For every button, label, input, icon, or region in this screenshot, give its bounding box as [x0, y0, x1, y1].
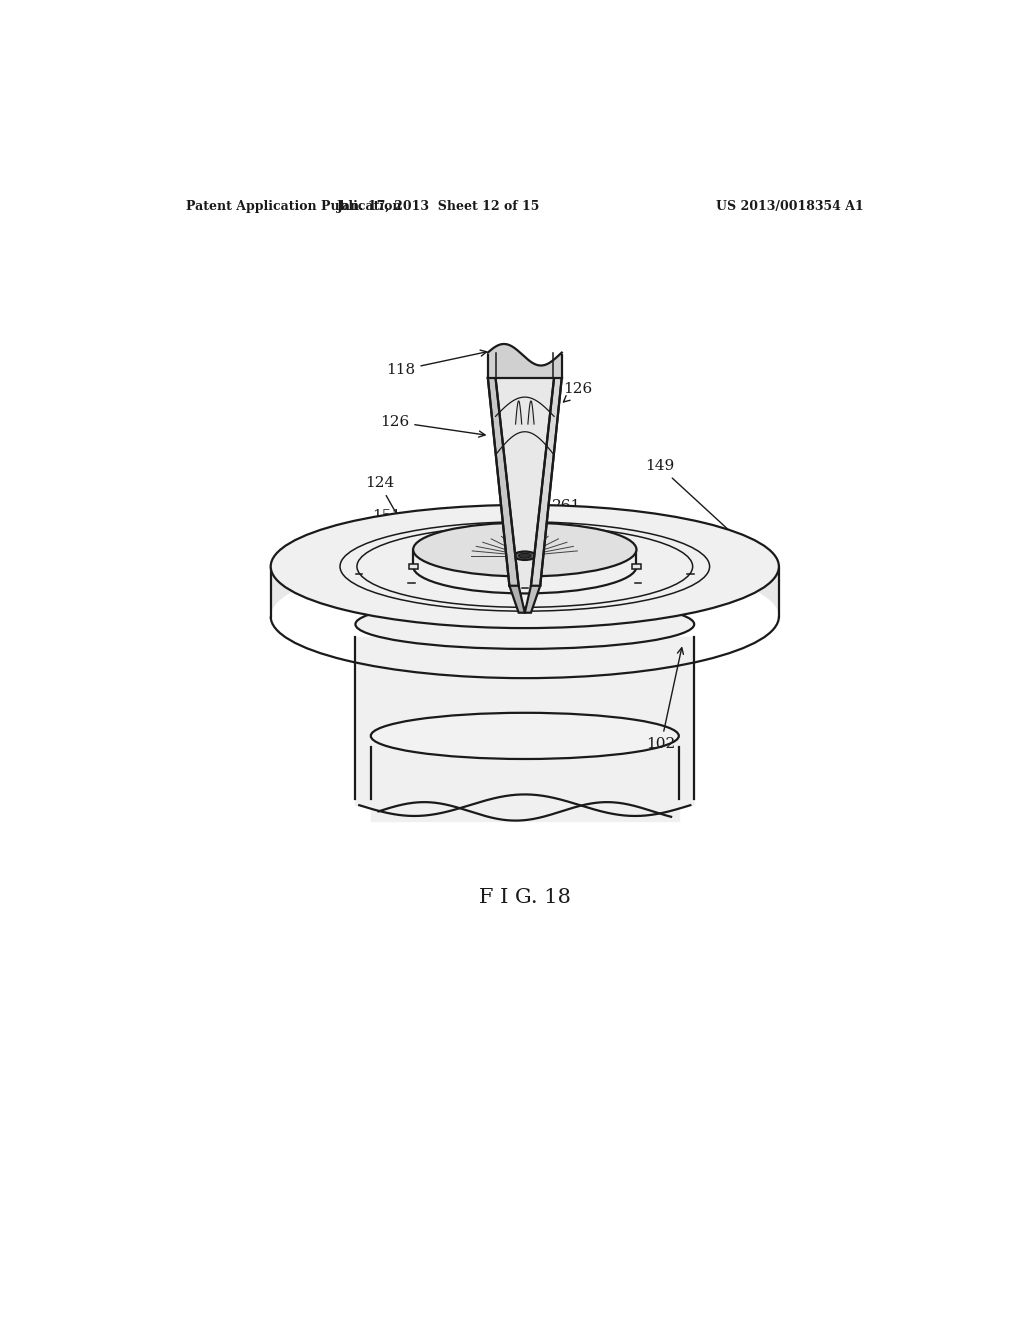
Text: 126: 126 — [563, 383, 593, 403]
Ellipse shape — [270, 504, 779, 628]
Ellipse shape — [518, 553, 531, 558]
Bar — [520, 577, 529, 581]
Bar — [520, 552, 529, 557]
Ellipse shape — [514, 552, 536, 560]
Text: US 2013/0018354 A1: US 2013/0018354 A1 — [716, 199, 863, 213]
Polygon shape — [509, 586, 524, 612]
Polygon shape — [487, 378, 518, 586]
Ellipse shape — [371, 713, 679, 759]
Text: 151: 151 — [373, 508, 478, 549]
Text: Patent Application Publication: Patent Application Publication — [186, 199, 401, 213]
Polygon shape — [270, 554, 779, 628]
Polygon shape — [531, 378, 562, 586]
Polygon shape — [487, 345, 562, 378]
Text: 261: 261 — [552, 499, 645, 573]
Polygon shape — [496, 378, 554, 586]
Text: 149: 149 — [645, 459, 753, 552]
Polygon shape — [371, 747, 679, 821]
Ellipse shape — [413, 523, 637, 577]
Bar — [632, 564, 641, 569]
Text: 102: 102 — [646, 648, 683, 751]
Text: 124: 124 — [365, 477, 417, 550]
Polygon shape — [524, 586, 541, 612]
Ellipse shape — [355, 599, 694, 649]
Text: 118: 118 — [386, 350, 486, 378]
Bar — [409, 564, 418, 569]
Text: Jan. 17, 2013  Sheet 12 of 15: Jan. 17, 2013 Sheet 12 of 15 — [337, 199, 541, 213]
Text: F I G. 18: F I G. 18 — [479, 888, 570, 907]
Text: 126: 126 — [380, 414, 485, 437]
Text: 132: 132 — [497, 597, 526, 610]
